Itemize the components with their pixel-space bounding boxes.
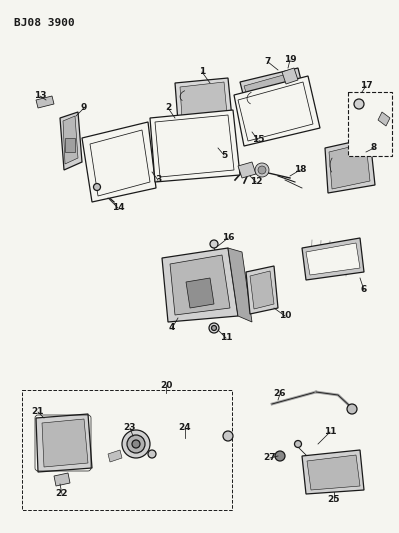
Text: 3: 3 [155, 175, 161, 184]
Polygon shape [250, 271, 274, 309]
Polygon shape [170, 255, 230, 315]
Text: 11: 11 [324, 427, 336, 437]
Polygon shape [234, 76, 320, 146]
Text: 14: 14 [112, 204, 124, 213]
Polygon shape [238, 162, 256, 178]
Circle shape [209, 323, 219, 333]
Circle shape [294, 440, 302, 448]
Text: 24: 24 [179, 424, 191, 432]
Text: 18: 18 [294, 166, 306, 174]
Polygon shape [54, 473, 70, 486]
Text: 19: 19 [284, 55, 296, 64]
Polygon shape [180, 82, 227, 118]
Polygon shape [282, 68, 298, 84]
Polygon shape [180, 132, 219, 158]
Polygon shape [244, 72, 303, 118]
Text: 4: 4 [169, 324, 175, 333]
Circle shape [122, 430, 150, 458]
Polygon shape [302, 450, 364, 494]
Text: 8: 8 [371, 143, 377, 152]
Circle shape [354, 99, 364, 109]
Polygon shape [155, 115, 234, 177]
Circle shape [223, 431, 233, 441]
Polygon shape [186, 278, 214, 308]
Circle shape [258, 166, 266, 174]
Text: 25: 25 [328, 496, 340, 505]
Circle shape [132, 440, 140, 448]
Text: 5: 5 [221, 150, 227, 159]
Polygon shape [90, 130, 150, 196]
Circle shape [93, 183, 101, 190]
Text: 17: 17 [359, 82, 372, 91]
Text: BJ08 3900: BJ08 3900 [14, 18, 75, 28]
Circle shape [148, 450, 156, 458]
Bar [65, 138, 75, 152]
Polygon shape [36, 96, 54, 108]
Polygon shape [150, 110, 240, 182]
Polygon shape [238, 82, 313, 141]
Polygon shape [108, 450, 122, 462]
Polygon shape [246, 266, 278, 314]
Text: 1: 1 [199, 68, 205, 77]
Circle shape [347, 404, 357, 414]
Text: 16: 16 [222, 233, 234, 243]
Polygon shape [60, 112, 82, 170]
Polygon shape [302, 238, 364, 280]
Circle shape [127, 435, 145, 453]
Bar [22, 390, 232, 510]
Text: 13: 13 [34, 92, 46, 101]
Polygon shape [36, 414, 92, 472]
Circle shape [211, 326, 217, 330]
Polygon shape [307, 455, 360, 490]
Polygon shape [378, 112, 390, 126]
Polygon shape [325, 138, 375, 193]
Text: 27: 27 [264, 454, 277, 463]
Polygon shape [175, 78, 232, 122]
Polygon shape [176, 128, 224, 162]
Circle shape [275, 451, 285, 461]
Polygon shape [228, 248, 252, 322]
Text: 11: 11 [220, 334, 232, 343]
Text: 20: 20 [160, 381, 172, 390]
Text: 7: 7 [265, 58, 271, 67]
Text: 9: 9 [81, 103, 87, 112]
Text: 22: 22 [56, 489, 68, 498]
Polygon shape [306, 243, 360, 275]
Text: 15: 15 [252, 135, 264, 144]
Text: 12: 12 [250, 177, 262, 187]
Circle shape [210, 240, 218, 248]
Text: 2: 2 [165, 103, 171, 112]
Text: 21: 21 [32, 408, 44, 416]
Circle shape [255, 163, 269, 177]
Polygon shape [240, 68, 308, 122]
Bar [348, 92, 392, 156]
Polygon shape [82, 122, 156, 202]
Text: 10: 10 [279, 311, 291, 320]
Polygon shape [162, 248, 238, 322]
Text: 6: 6 [361, 286, 367, 295]
Polygon shape [329, 143, 370, 189]
Polygon shape [63, 116, 78, 164]
Text: 26: 26 [274, 390, 286, 399]
Text: 23: 23 [124, 424, 136, 432]
Polygon shape [42, 419, 88, 467]
